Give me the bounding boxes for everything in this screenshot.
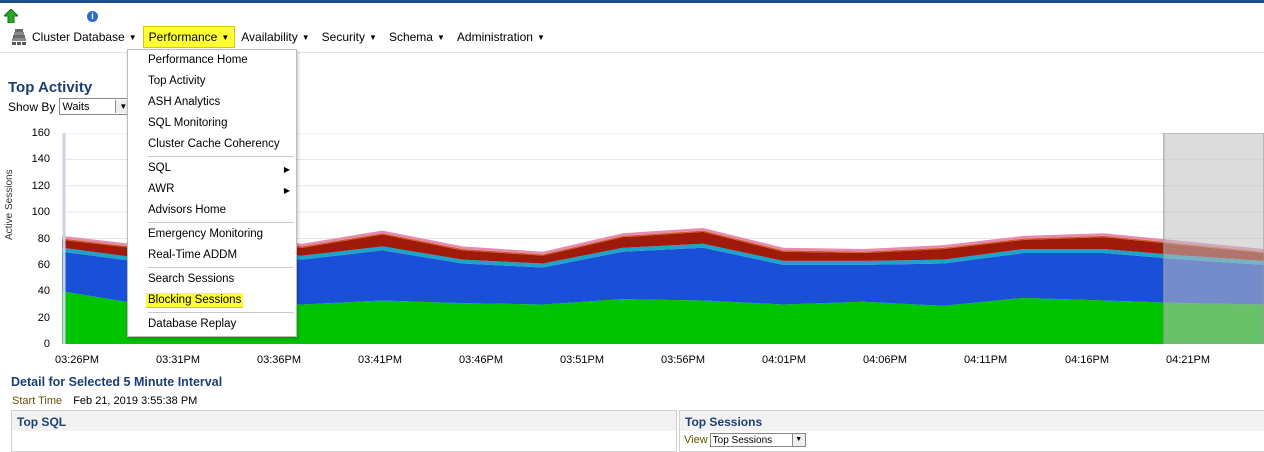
menu-administration-label: Administration	[456, 30, 533, 44]
menu-cluster-database-label: Cluster Database	[32, 30, 125, 44]
info-icon[interactable]: i	[87, 11, 98, 22]
menu-item-blocking-sessions[interactable]: Blocking Sessions	[146, 293, 244, 308]
menu-item-cluster-cache-coherency[interactable]: Cluster Cache Coherency	[148, 138, 280, 150]
show-by-label: Show By	[8, 99, 56, 114]
x-tick-label: 04:01PM	[762, 354, 807, 366]
menu-security-label: Security	[321, 30, 366, 44]
y-tick-label: 120	[31, 179, 50, 192]
chevron-down-icon: ▼	[536, 32, 545, 42]
performance-dropdown-menu: Performance Home Top Activity ASH Analyt…	[127, 49, 297, 337]
menu-item-advisors-home[interactable]: Advisors Home	[148, 204, 226, 216]
menu-separator	[148, 156, 294, 157]
y-tick-label: 80	[37, 232, 50, 245]
menu-item-real-time-addm[interactable]: Real-Time ADDM	[148, 249, 238, 261]
x-tick-label: 03:36PM	[257, 354, 302, 366]
show-by-select[interactable]: Waits ▼	[59, 98, 132, 115]
menu-item-top-activity[interactable]: Top Activity	[148, 75, 206, 87]
x-tick-label: 03:31PM	[156, 354, 201, 366]
chevron-down-icon: ▼	[115, 100, 131, 113]
menu-schema-label: Schema	[388, 30, 433, 44]
menu-separator	[148, 312, 294, 313]
menu-separator	[148, 222, 294, 223]
page-title: Top Activity	[8, 79, 93, 96]
start-time-row: Start Time Feb 21, 2019 3:55:38 PM	[12, 395, 197, 407]
y-tick-label: 140	[31, 153, 50, 166]
x-tick-label: 03:41PM	[358, 354, 403, 366]
menubar-divider	[0, 52, 1264, 53]
chevron-right-icon: ▶	[283, 186, 290, 195]
top-sessions-panel: Top Sessions View Top Sessions ▼	[679, 410, 1264, 452]
top-sql-body	[12, 431, 676, 451]
top-sql-title: Top SQL	[17, 415, 67, 429]
chevron-down-icon: ▼	[301, 32, 310, 42]
menu-cluster-database[interactable]: Cluster Database ▼	[6, 26, 143, 48]
main-menubar: Cluster Database ▼ Performance ▼ Availab…	[6, 26, 551, 48]
menu-item-awr[interactable]: AWR	[148, 183, 175, 195]
menu-administration[interactable]: Administration ▼	[451, 26, 551, 48]
menu-item-ash-analytics[interactable]: ASH Analytics	[148, 96, 221, 108]
x-tick-label: 04:21PM	[1166, 354, 1211, 366]
top-sessions-view-value: Top Sessions	[712, 434, 773, 446]
y-tick-label: 60	[37, 258, 50, 271]
top-accent-line	[0, 0, 1264, 3]
x-tick-label: 03:46PM	[459, 354, 504, 366]
menu-item-search-sessions[interactable]: Search Sessions	[148, 273, 235, 285]
menu-schema[interactable]: Schema ▼	[383, 26, 451, 48]
menu-availability[interactable]: Availability ▼	[235, 26, 315, 48]
x-tick-label: 04:06PM	[863, 354, 908, 366]
y-tick-label: 0	[43, 338, 50, 350]
start-time-label: Start Time	[12, 395, 63, 407]
top-sql-panel: Top SQL	[11, 410, 677, 452]
top-sessions-view-select[interactable]: Top Sessions ▼	[709, 433, 806, 447]
series-area-cpu[interactable]	[62, 291, 1264, 344]
y-tick-label: 40	[37, 285, 50, 298]
show-by-control: Show By Waits ▼	[8, 98, 132, 115]
menu-availability-label: Availability	[241, 30, 298, 44]
chevron-down-icon: ▼	[128, 32, 137, 42]
series-area-concurrency[interactable]	[62, 231, 1264, 264]
menu-performance-label: Performance	[148, 30, 218, 44]
y-tick-label: 100	[31, 206, 50, 219]
x-tick-label: 03:26PM	[55, 354, 100, 366]
x-tick-label: 04:11PM	[964, 354, 1008, 366]
x-tick-label: 03:56PM	[661, 354, 706, 366]
menu-security[interactable]: Security ▼	[316, 26, 383, 48]
chevron-down-icon: ▼	[369, 32, 377, 42]
x-tick-label: 04:16PM	[1065, 354, 1110, 366]
series-area-other[interactable]	[62, 227, 1264, 255]
x-tick-label: 03:51PM	[560, 354, 605, 366]
y-tick-label: 20	[37, 311, 50, 324]
series-area-cluster[interactable]	[62, 230, 1264, 256]
menu-performance[interactable]: Performance ▼	[142, 26, 236, 48]
top-sessions-title: Top Sessions	[685, 415, 763, 429]
menu-item-performance-home[interactable]: Performance Home	[148, 54, 248, 66]
selected-interval-overlay[interactable]	[1163, 133, 1264, 344]
top-sessions-body: View Top Sessions ▼	[680, 431, 1264, 451]
menu-separator	[148, 267, 294, 268]
chevron-down-icon: ▼	[221, 32, 230, 42]
chevron-right-icon: ▶	[283, 165, 290, 174]
top-sessions-view-row: View Top Sessions ▼	[684, 433, 806, 447]
show-by-value: Waits	[62, 100, 90, 113]
cluster-database-icon	[12, 29, 26, 45]
y-tick-label: 160	[31, 127, 50, 139]
top-sessions-view-label: View	[684, 434, 708, 446]
start-time-value: Feb 21, 2019 3:55:38 PM	[73, 395, 198, 407]
menu-item-sql-monitoring[interactable]: SQL Monitoring	[148, 117, 228, 129]
up-arrow-icon[interactable]	[4, 9, 18, 23]
menu-item-sql[interactable]: SQL	[148, 162, 172, 174]
chevron-down-icon: ▼	[791, 434, 805, 446]
series-area-system-i-o[interactable]	[62, 243, 1264, 268]
detail-section-title: Detail for Selected 5 Minute Interval	[11, 375, 223, 389]
top-activity-chart[interactable]	[62, 133, 1264, 344]
menu-item-emergency-monitoring[interactable]: Emergency Monitoring	[148, 228, 264, 240]
series-area-user-i-o[interactable]	[62, 247, 1264, 306]
chevron-down-icon: ▼	[436, 32, 445, 42]
menu-item-database-replay[interactable]: Database Replay	[148, 318, 237, 330]
